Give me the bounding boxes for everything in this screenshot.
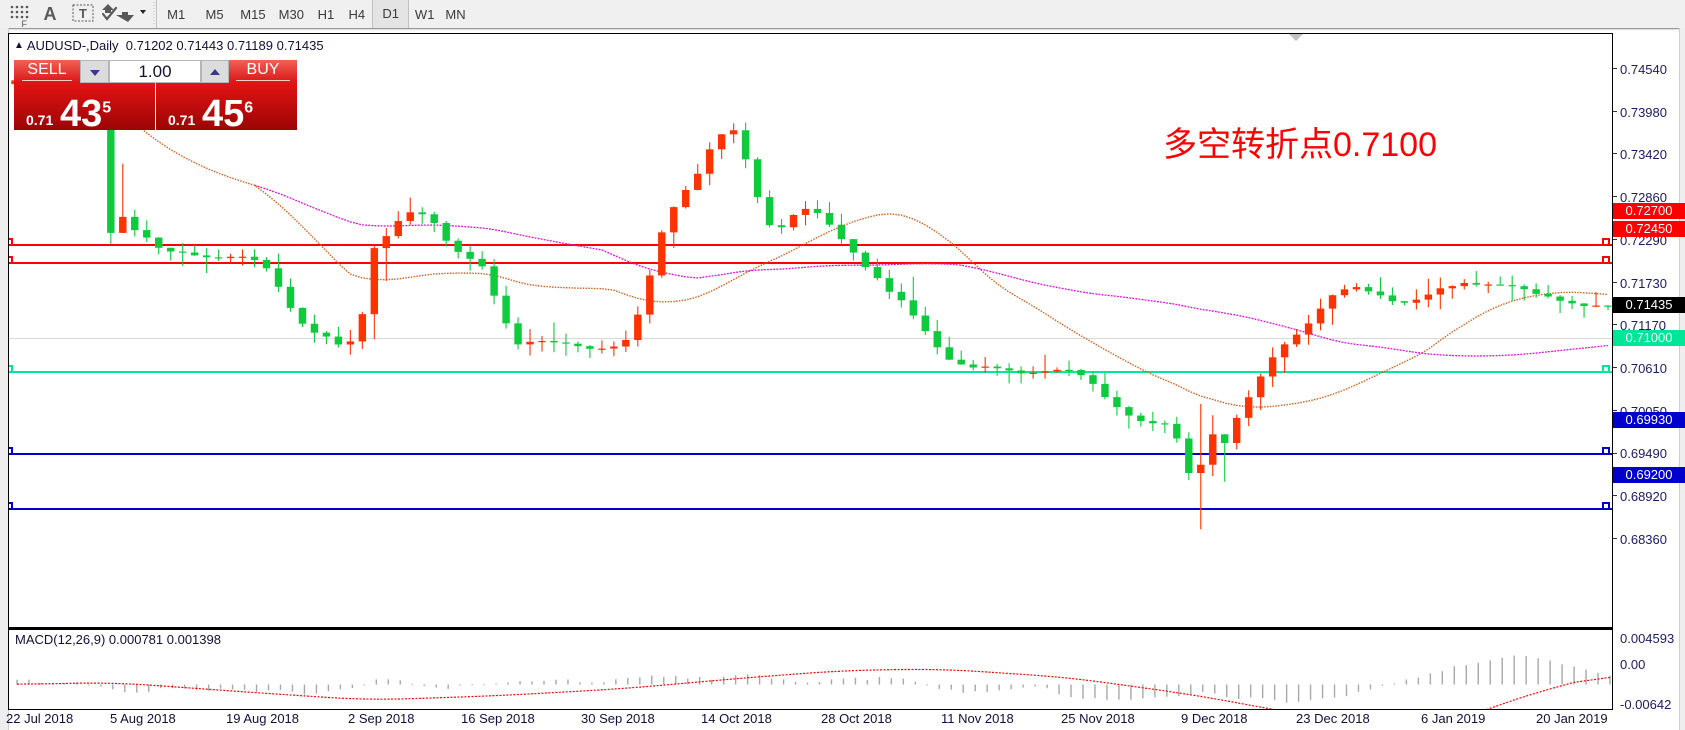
- svg-text:T: T: [79, 6, 87, 21]
- svg-text:A: A: [44, 4, 57, 24]
- svg-text:F: F: [22, 19, 28, 28]
